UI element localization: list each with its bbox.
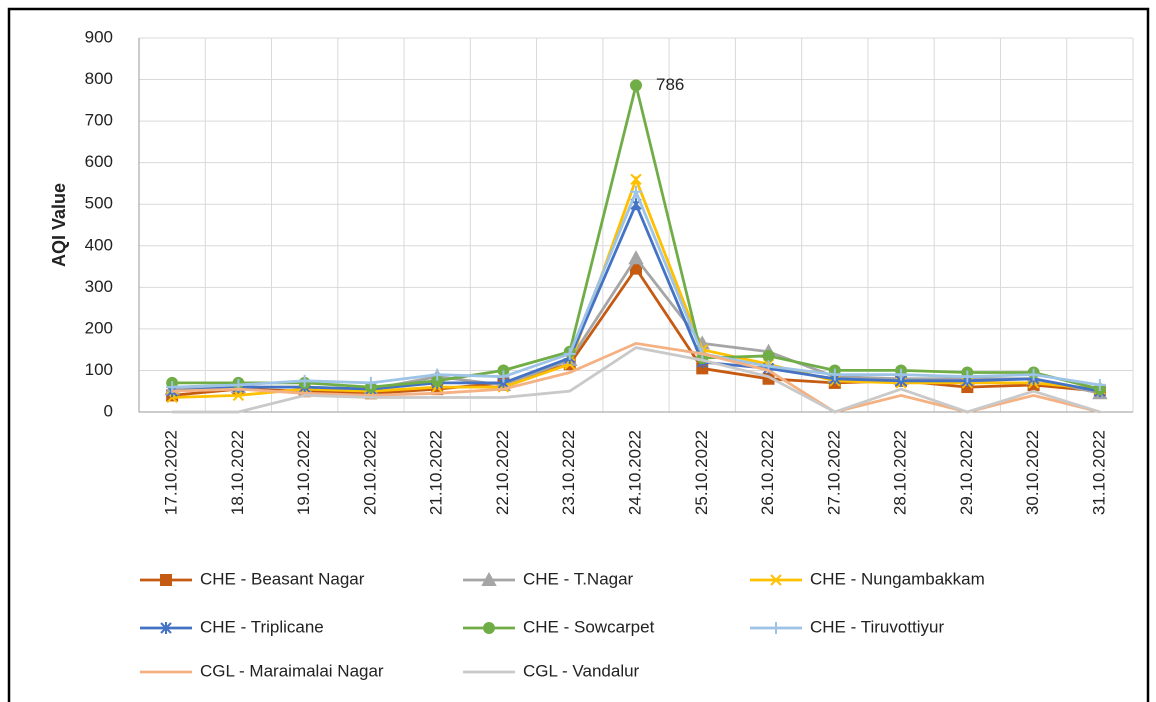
series-line: [172, 188, 1101, 389]
series-line: [172, 341, 1101, 414]
series: [172, 341, 1101, 414]
series-line: [172, 200, 1101, 393]
legend-item: CHE - T.Nagar: [463, 569, 634, 588]
marker: [895, 368, 908, 381]
marker: [481, 571, 497, 586]
legend-item: CGL - Maraimalai Nagar: [140, 661, 384, 680]
x-tick-label: 23.10.2022: [559, 430, 578, 515]
marker: [298, 374, 311, 387]
y-tick-label: 700: [85, 111, 113, 130]
marker: [630, 173, 642, 185]
x-tick-label: 19.10.2022: [294, 430, 313, 515]
marker: [828, 368, 841, 381]
legend-item: CHE - Sowcarpet: [463, 617, 655, 636]
marker: [1093, 378, 1106, 391]
series-line: [172, 175, 1101, 399]
x-tick-label: 20.10.2022: [360, 430, 379, 515]
annotation: 786: [656, 75, 684, 94]
series-line: [172, 346, 1101, 414]
marker: [770, 622, 782, 634]
y-tick-label: 800: [85, 69, 113, 88]
y-tick-label: 100: [85, 360, 113, 379]
y-tick-label: 200: [85, 318, 113, 337]
legend-label: CHE - Sowcarpet: [523, 617, 655, 636]
y-axis-label: AQI Value: [49, 183, 69, 267]
legend-item: CHE - Triplicane: [140, 617, 324, 636]
marker: [563, 347, 576, 360]
x-tick-label: 25.10.2022: [692, 430, 711, 515]
legend-item: CGL - Vandalur: [463, 661, 640, 680]
x-tick-label: 18.10.2022: [228, 430, 247, 515]
legend-item: CHE - Beasant Nagar: [140, 569, 365, 588]
x-tick-label: 17.10.2022: [162, 430, 181, 515]
y-tick-label: 400: [85, 235, 113, 254]
x-tick-label: 26.10.2022: [758, 430, 777, 515]
legend-label: CHE - T.Nagar: [523, 569, 634, 588]
x-tick-label: 29.10.2022: [957, 430, 976, 515]
marker: [160, 574, 172, 586]
marker: [762, 349, 775, 362]
marker: [1027, 368, 1040, 381]
marker: [770, 574, 782, 586]
series: [172, 346, 1101, 414]
series: [166, 185, 1106, 394]
x-tick-label: 27.10.2022: [824, 430, 843, 515]
x-tick-label: 31.10.2022: [1089, 430, 1108, 515]
y-tick-label: 600: [85, 152, 113, 171]
frame: [7, 7, 1150, 702]
legend-label: CHE - Tiruvottiyur: [810, 617, 944, 636]
y-tick-label: 900: [85, 27, 113, 46]
x-tick-label: 28.10.2022: [891, 430, 910, 515]
marker: [364, 376, 377, 389]
marker: [497, 370, 510, 383]
x-tick-label: 22.10.2022: [493, 430, 512, 515]
marker: [630, 185, 642, 198]
legend-label: CGL - Vandalur: [523, 661, 640, 680]
y-tick-label: 300: [85, 277, 113, 296]
legend-label: CHE - Beasant Nagar: [200, 569, 365, 588]
marker: [483, 622, 495, 634]
y-tick-label: 500: [85, 194, 113, 213]
marker: [961, 370, 974, 383]
legend-label: CGL - Maraimalai Nagar: [200, 661, 384, 680]
legend-label: CHE - Triplicane: [200, 617, 324, 636]
legend-item: CHE - Tiruvottiyur: [750, 617, 944, 636]
marker: [628, 250, 644, 265]
marker: [160, 622, 172, 634]
marker: [431, 368, 444, 381]
x-tick-label: 30.10.2022: [1023, 430, 1042, 515]
x-tick-label: 24.10.2022: [625, 430, 644, 515]
marker: [232, 389, 245, 402]
series: [166, 198, 1106, 398]
x-tick-label: 21.10.2022: [427, 430, 446, 515]
marker: [630, 79, 642, 92]
y-tick-label: 0: [104, 401, 113, 420]
legend-item: CHE - Nungambakkam: [750, 569, 985, 588]
legend-label: CHE - Nungambakkam: [810, 569, 985, 588]
